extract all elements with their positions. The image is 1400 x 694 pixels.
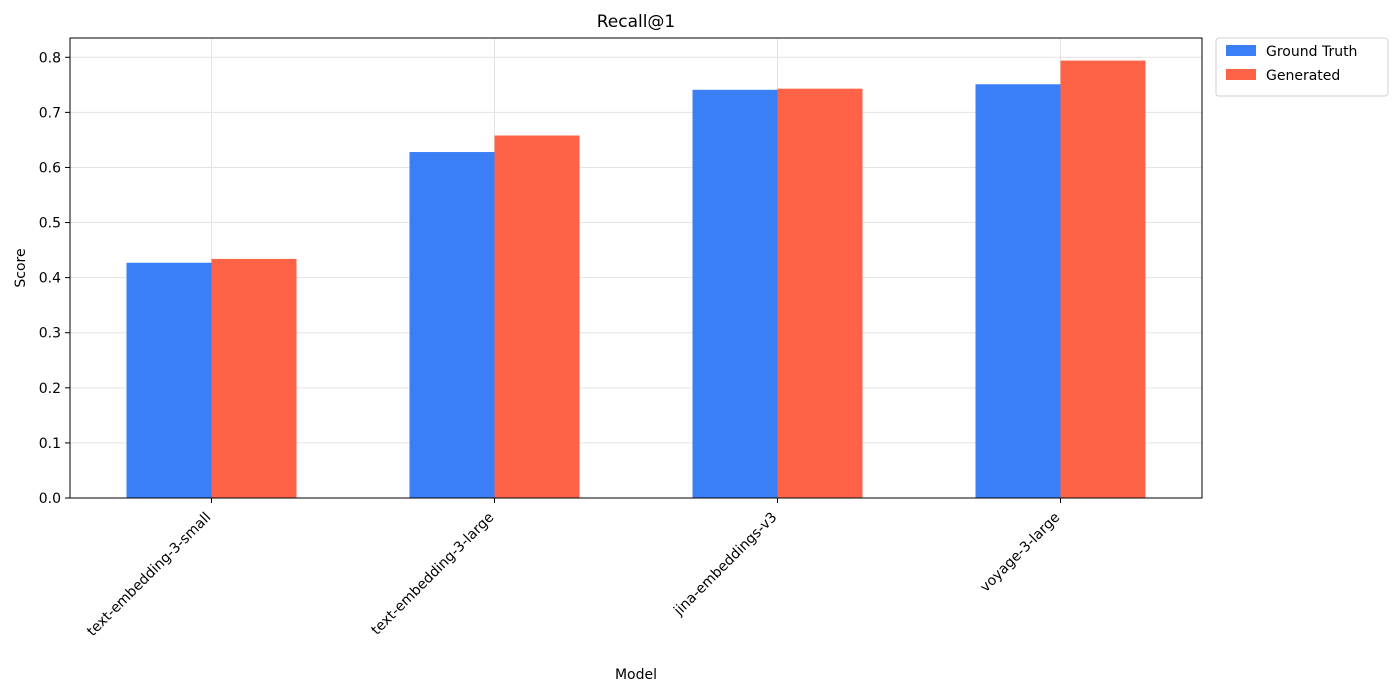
x-tick-label-1: text-embedding-3-large	[368, 510, 497, 639]
y-tick-label-8: 0.8	[39, 50, 61, 66]
legend: Ground Truth Generated	[1215, 37, 1389, 97]
y-axis: 0.0 0.1 0.2 0.3 0.4 0.5 0.6 0.7 0.8	[39, 50, 70, 507]
legend-label-1: Generated	[1266, 68, 1340, 84]
y-tick-label-6: 0.6	[39, 160, 61, 176]
legend-swatch-0	[1226, 45, 1256, 56]
x-tick-label-0: text-embedding-3-small	[84, 510, 214, 640]
x-tick-label-3: voyage-3-large	[977, 510, 1063, 596]
bar-generated-1	[494, 135, 580, 499]
bar-generated-2	[777, 88, 863, 499]
legend-label-0: Ground Truth	[1266, 44, 1357, 60]
x-axis-title: Model	[615, 667, 657, 683]
y-tick-label-5: 0.5	[39, 216, 61, 232]
y-tick-label-1: 0.1	[39, 436, 61, 452]
bars	[126, 60, 1146, 499]
bar-ground-truth-3	[975, 84, 1061, 498]
legend-frame	[1215, 37, 1389, 97]
legend-swatch-1	[1226, 69, 1256, 80]
y-tick-label-7: 0.7	[39, 105, 61, 121]
bar-generated-3	[1060, 60, 1146, 499]
bar-ground-truth-2	[692, 89, 778, 499]
chart-title: Recall@1	[597, 12, 676, 32]
y-tick-label-3: 0.3	[39, 326, 61, 342]
x-axis: text-embedding-3-small text-embedding-3-l…	[84, 498, 1063, 640]
bar-ground-truth-0	[126, 262, 212, 498]
bar-generated-0	[211, 258, 297, 498]
y-tick-label-4: 0.4	[39, 271, 61, 287]
bar-ground-truth-1	[409, 152, 495, 498]
y-axis-title: Score	[13, 248, 29, 287]
y-tick-label-2: 0.2	[39, 381, 61, 397]
y-tick-label-0: 0.0	[39, 491, 61, 507]
x-tick-label-2: jina-embeddings-v3	[670, 510, 780, 620]
plot-frame	[69, 37, 1203, 499]
